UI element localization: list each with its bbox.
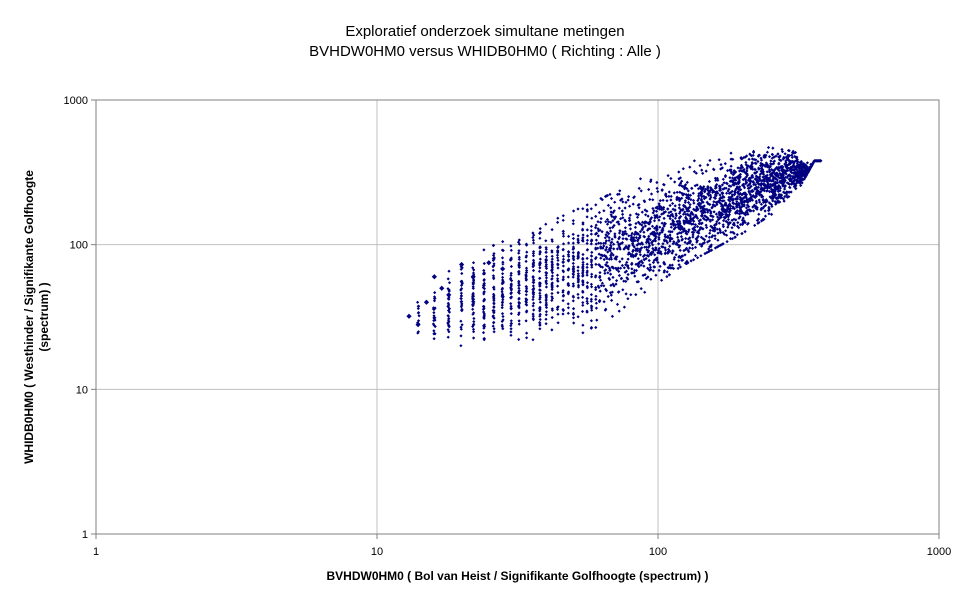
data-point	[470, 274, 476, 280]
data-point	[500, 266, 506, 272]
scatter-markers	[416, 145, 823, 348]
chart-subtitle: BVHDW0HM0 versus WHIDB0HM0 ( Richting : …	[309, 43, 661, 60]
grid-lines	[96, 100, 939, 534]
x-tick-label: 1	[93, 546, 99, 558]
y-tick-label: 100	[70, 240, 88, 252]
x-tick-label: 10	[371, 546, 383, 558]
y-axis-label-line-1: WHIDB0HM0 ( Westhinder / Signifikante Go…	[22, 170, 36, 464]
x-axis-label: BVHDW0HM0 ( Bol van Heist / Signifikante…	[326, 569, 709, 583]
data-points	[406, 145, 823, 348]
data-point	[458, 261, 465, 268]
y-tick-label: 1	[82, 529, 88, 541]
data-point	[486, 260, 492, 266]
data-point	[439, 285, 445, 291]
x-tick-label: 1000	[927, 546, 951, 558]
y-tick-label: 1000	[64, 95, 88, 107]
y-tick-label: 10	[76, 384, 88, 396]
y-tick-labels: 1 10 100 1000	[64, 95, 96, 541]
x-tick-labels: 1 10 100 1000	[93, 534, 951, 558]
y-axis-label: WHIDB0HM0 ( Westhinder / Signifikante Go…	[22, 117, 52, 517]
chart-title: Exploratief onderzoek simultane metingen	[345, 23, 625, 40]
data-point	[446, 292, 452, 298]
x-tick-label: 100	[649, 546, 667, 558]
plot-area	[95, 99, 940, 535]
data-point	[406, 313, 412, 319]
y-axis-label-line-2: (spectrum) )	[37, 282, 51, 352]
data-point	[415, 322, 421, 328]
data-point	[431, 274, 437, 280]
data-point	[423, 299, 430, 305]
